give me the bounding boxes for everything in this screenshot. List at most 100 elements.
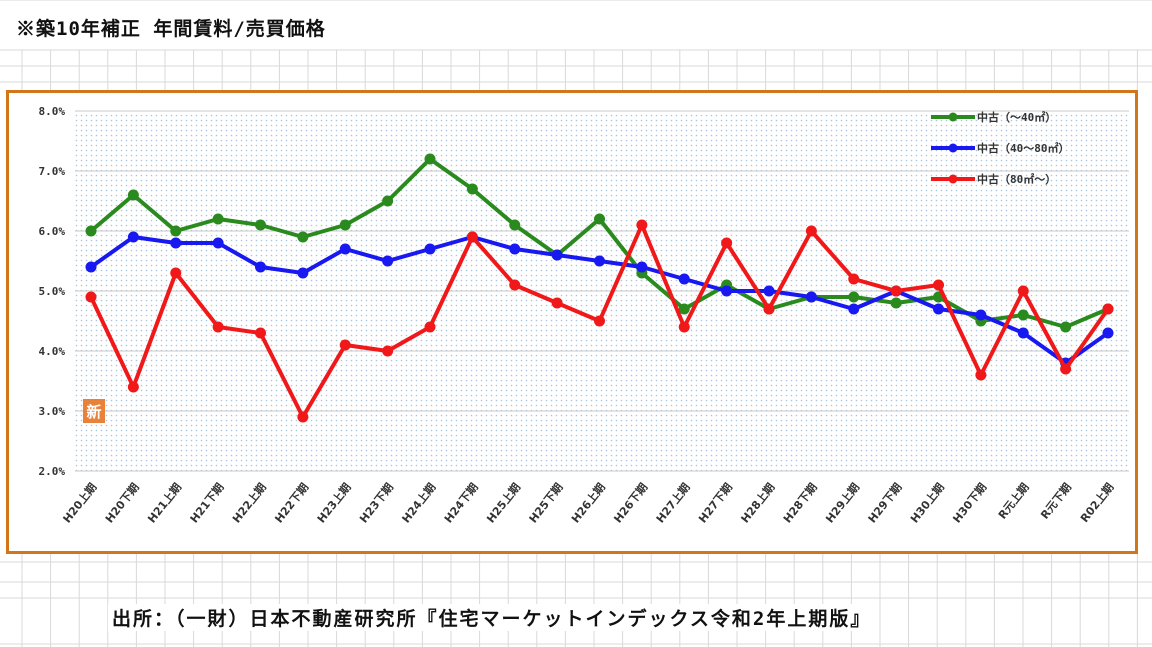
x-tick-label: H28下期 (780, 480, 820, 525)
data-point (424, 321, 436, 333)
data-point (382, 345, 394, 357)
data-point (466, 183, 478, 195)
data-point (255, 327, 266, 339)
x-tick-label: H22下期 (272, 480, 312, 525)
data-point (127, 381, 139, 393)
data-point (212, 321, 224, 333)
data-point (848, 303, 860, 315)
data-point (466, 231, 478, 243)
data-point (339, 243, 351, 255)
data-point (1060, 321, 1072, 333)
x-tick-label: H23上期 (314, 480, 354, 525)
data-point (975, 369, 987, 381)
data-point (1017, 327, 1029, 339)
data-point (85, 261, 97, 273)
x-tick-label: H24上期 (399, 480, 439, 525)
y-tick-label: 3.0% (39, 405, 66, 418)
new-badge (83, 399, 105, 423)
x-tick-label: H29下期 (865, 480, 905, 525)
legend-marker (948, 174, 958, 184)
x-tick-label: H27上期 (653, 480, 693, 525)
legend-marker (948, 112, 958, 122)
x-tick-label: H23下期 (356, 480, 396, 525)
x-tick-label: R元下期 (1037, 480, 1074, 521)
data-point (636, 261, 648, 273)
data-point (678, 321, 690, 333)
data-point (890, 285, 902, 297)
data-point (678, 273, 690, 285)
x-tick-label: H20下期 (102, 480, 142, 525)
x-tick-label: H30下期 (950, 480, 990, 525)
data-point (127, 231, 139, 243)
x-tick-label: H27下期 (695, 480, 735, 525)
data-point (594, 255, 605, 267)
data-point (127, 189, 139, 201)
data-point (297, 267, 309, 279)
data-point (1017, 285, 1029, 297)
data-point (382, 255, 394, 267)
data-point (1017, 309, 1029, 321)
data-point (848, 273, 860, 285)
data-point (170, 225, 182, 237)
data-point (1102, 327, 1114, 339)
source-note: 出所：（一財）日本不動産研究所『住宅マーケットインデックス令和2年上期版』 (108, 604, 876, 631)
data-point (85, 291, 97, 303)
data-point (551, 249, 563, 261)
legend-label: 中古（～40㎡） (977, 110, 1056, 124)
data-point (509, 243, 521, 255)
x-tick-label: H24下期 (441, 480, 481, 525)
x-tick-label: H26上期 (568, 480, 608, 525)
data-point (975, 309, 987, 321)
data-point (594, 213, 605, 225)
data-point (339, 339, 351, 351)
data-point (763, 285, 775, 297)
y-tick-label: 6.0% (39, 225, 66, 238)
x-tick-label: H25上期 (483, 480, 523, 525)
data-point (1060, 363, 1072, 375)
legend-marker (948, 143, 958, 153)
data-point (1102, 303, 1114, 315)
chart-frame: 2.0% 3.0% 4.0% 5.0% 6.0% 7.0% 8.0% H20上期 H20下期 H2… (6, 90, 1138, 554)
data-point (297, 231, 309, 243)
data-point (170, 237, 182, 249)
data-point (339, 219, 351, 231)
data-point (509, 219, 521, 231)
data-point (509, 279, 521, 291)
data-point (721, 237, 733, 249)
y-tick-label: 4.0% (39, 345, 66, 358)
data-point (721, 285, 733, 297)
x-tick-label: H28上期 (738, 480, 778, 525)
y-tick-label: 8.0% (39, 105, 66, 118)
x-tick-label: H22上期 (229, 480, 269, 525)
data-point (890, 297, 902, 309)
y-tick-label: 7.0% (39, 165, 66, 178)
data-point (170, 267, 182, 279)
x-tick-label: H21上期 (144, 480, 184, 525)
data-point (424, 153, 436, 165)
data-point (212, 213, 224, 225)
x-tick-label: H29上期 (822, 480, 862, 525)
data-point (85, 225, 97, 237)
data-point (594, 315, 605, 327)
data-point (636, 219, 648, 231)
data-point (297, 411, 309, 423)
x-tick-label: H25下期 (526, 480, 566, 525)
data-point (805, 291, 817, 303)
y-tick-label: 2.0% (39, 465, 66, 478)
legend-label: 中古（80㎡～） (977, 172, 1056, 186)
data-point (255, 261, 266, 273)
line-chart: 2.0%3.0%4.0%5.0%6.0%7.0%8.0%H20上期 H20下期 H2… (39, 105, 1129, 526)
data-point (678, 303, 690, 315)
legend-label: 中古（40～80㎡） (977, 141, 1070, 155)
x-tick-label: H30上期 (907, 480, 947, 525)
data-point (382, 195, 394, 207)
data-point (424, 243, 436, 255)
x-tick-label: H21下期 (187, 480, 227, 525)
data-point (805, 225, 817, 237)
data-point (848, 291, 860, 303)
x-tick-label: H20上期 (60, 480, 100, 525)
x-tick-label: R元上期 (995, 480, 1032, 521)
data-point (763, 303, 775, 315)
data-point (212, 237, 224, 249)
x-tick-label: R02上期 (1077, 480, 1116, 525)
